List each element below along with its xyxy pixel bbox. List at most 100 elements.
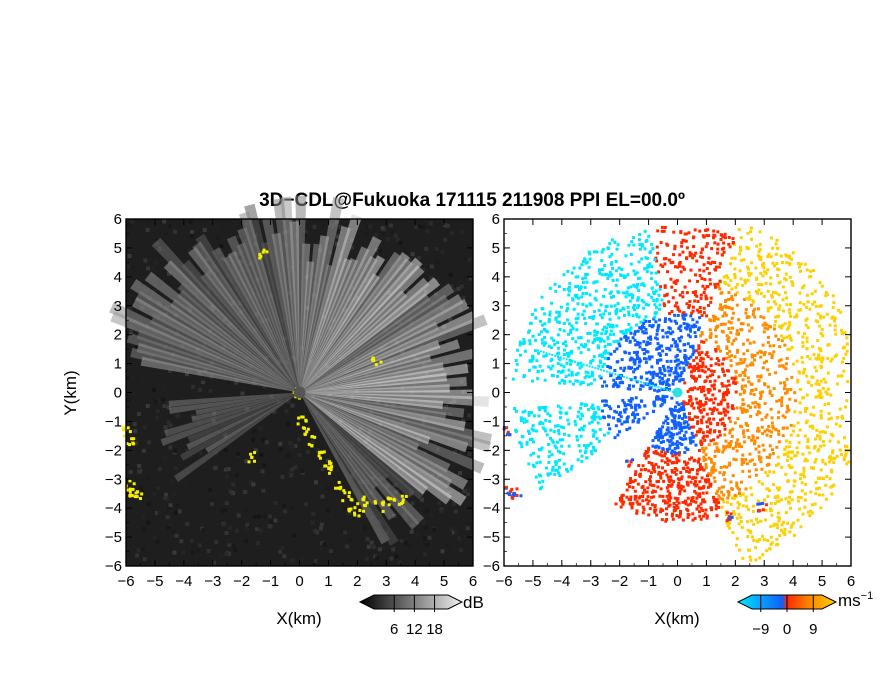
intensity-speckle [155,539,160,544]
velocity-cell [777,325,781,329]
velocity-cell [716,435,720,439]
velocity-cell [737,318,741,322]
intensity-speckle [298,460,303,465]
x-tick-label: −5 [524,573,541,590]
velocity-cell [699,251,703,255]
intensity-speckle [467,257,472,262]
velocity-cell [723,280,727,284]
velocity-cell [798,301,802,305]
velocity-cell [666,270,670,274]
velocity-cell [691,318,695,322]
intensity-beam [135,290,300,393]
intensity-speckle [258,426,263,431]
intensity-speckle [254,448,259,453]
velocity-cell [580,454,584,458]
intensity-highlight-echo [393,498,397,502]
velocity-cell [721,362,725,366]
velocity-cell [712,464,716,468]
velocity-cell [673,508,677,512]
velocity-cell [558,410,562,414]
intensity-speckle [457,536,462,541]
velocity-cell [704,446,708,450]
velocity-cell [761,323,765,327]
velocity-cell [686,402,690,406]
velocity-cell [653,311,657,315]
velocity-cell [746,265,750,269]
velocity-cell [784,291,788,295]
velocity-cell [777,432,781,436]
velocity-cell [729,279,733,283]
velocity-cell [651,384,654,387]
velocity-cell [714,349,718,353]
intensity-highlight-echo [365,501,369,505]
intensity-highlight-echo [336,486,340,490]
intensity-highlight-echo [301,415,305,419]
velocity-cell [790,465,794,469]
velocity-cell [557,370,561,374]
intensity-speckle [280,545,285,550]
velocity-cell [821,357,825,361]
intensity-speckle [441,341,446,346]
velocity-cell [700,476,704,480]
velocity-cell [518,353,522,357]
velocity-cell [808,357,812,361]
velocity-cell [608,365,612,369]
intensity-beam [299,392,485,474]
velocity-cell [832,461,836,465]
velocity-cell [740,462,744,466]
velocity-cell [777,440,781,444]
velocity-cell [629,262,633,266]
velocity-cell [626,305,630,309]
velocity-cell [530,437,534,441]
velocity-cell [688,279,692,283]
velocity-cell [798,507,802,511]
velocity-cell [705,516,709,520]
velocity-cell [648,250,652,254]
velocity-cell [614,312,618,316]
velocity-cell [630,405,634,409]
velocity-cell [593,448,597,452]
intensity-speckle [209,502,214,507]
velocity-cell [622,408,626,412]
intensity-speckle [374,233,379,238]
velocity-cell [603,288,607,292]
velocity-cell [690,311,694,315]
intensity-highlight-echo [128,487,132,491]
velocity-cell [838,448,842,452]
velocity-cell [663,294,667,298]
velocity-cell [677,459,681,463]
velocity-cell [708,379,712,383]
velocity-cell [836,416,840,420]
velocity-cell [688,468,692,472]
velocity-cell [522,420,526,424]
velocity-cell [824,291,828,295]
velocity-cell [525,419,529,423]
intensity-speckle [254,527,259,532]
velocity-cell [678,407,682,411]
intensity-speckle [300,557,305,562]
velocity-cell [784,452,788,456]
velocity-cell [709,439,713,443]
velocity-cell [553,424,557,428]
velocity-cell [829,416,833,420]
velocity-cell [567,368,571,372]
velocity-cell [791,362,795,366]
velocity-cell [805,419,809,423]
intensity-highlight-echo [401,498,405,502]
velocity-cell [614,502,618,506]
velocity-cell [741,283,745,287]
velocity-cell [814,395,818,399]
velocity-cell [562,357,565,360]
intensity-beam [299,392,466,432]
velocity-cell [705,314,709,318]
velocity-cell [677,336,681,340]
velocity-cell [673,420,677,424]
velocity-cell [581,428,585,432]
intensity-speckle [395,237,400,242]
velocity-cell [651,439,655,443]
velocity-cell [528,368,532,372]
velocity-cell [566,306,570,310]
velocity-cell [744,487,748,491]
velocity-cell [700,247,704,251]
velocity-cell [757,480,761,484]
